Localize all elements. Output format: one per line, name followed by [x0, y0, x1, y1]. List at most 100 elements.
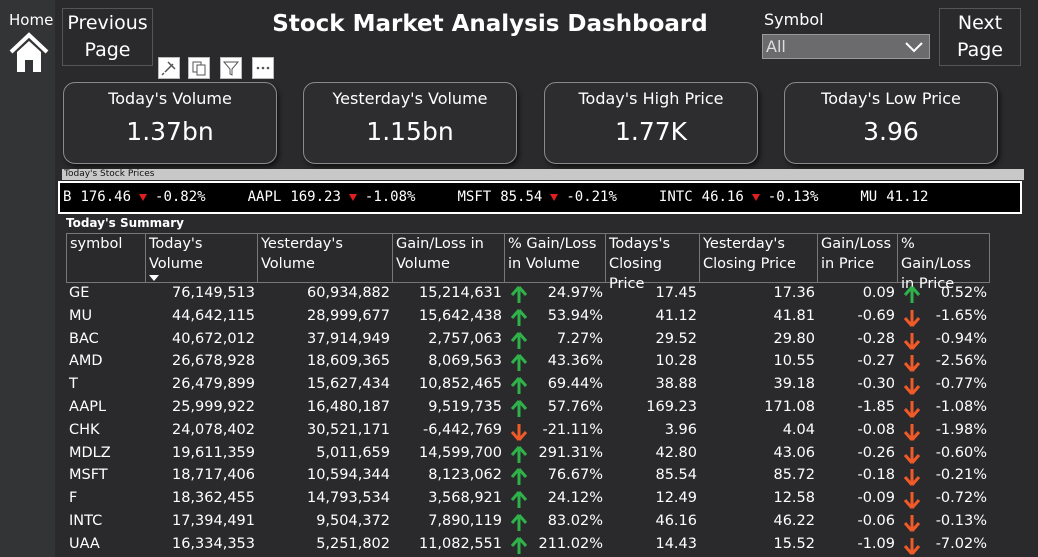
ticker-item: AAPL 169.23 -1.08%	[248, 189, 416, 205]
kpi-card: Yesterday's Volume 1.15bn	[303, 82, 517, 164]
ticker-title: Today's Stock Prices	[62, 169, 1024, 180]
table-cell: -2.56%	[935, 353, 987, 370]
ticker-item: INTC 46.16 -0.13%	[659, 189, 818, 205]
table-cell: 5,011,659	[316, 444, 390, 461]
kpi-card: Today's Low Price 3.96	[784, 82, 998, 164]
ticker-symbol: MU	[860, 189, 878, 205]
up-arrow	[510, 377, 528, 395]
table-cell: 0.09	[862, 285, 895, 301]
dropdown-chevron	[905, 42, 923, 53]
table-cell: 53.94%	[547, 307, 603, 324]
next-page-button[interactable]: Next Page	[939, 8, 1021, 66]
table-cell: -0.18	[857, 467, 895, 484]
table-cell: -0.27	[857, 353, 895, 370]
down-triangle	[550, 193, 559, 201]
ticker-item: B 176.46 -0.82%	[63, 189, 206, 205]
column-header[interactable]: Yesterday's Closing Price	[700, 233, 818, 283]
more-icon[interactable]	[252, 57, 274, 79]
table-cell: -0.77%	[935, 376, 987, 393]
kpi-value: 3.96	[863, 117, 919, 146]
table-cell: 0.52%	[940, 285, 987, 301]
ticker-price: 176.46	[80, 189, 132, 205]
table-cell: 15,642,438	[418, 307, 502, 324]
up-arrow	[510, 400, 528, 417]
down-arrow	[903, 355, 921, 373]
column-header[interactable]: symbol	[66, 233, 146, 283]
table-cell: 9,504,372	[316, 513, 390, 529]
table-cell: 69.44%	[547, 376, 603, 393]
table-cell: 43.06	[773, 444, 815, 461]
table-cell: -1.85	[857, 399, 895, 415]
table-cell: AAPL	[69, 399, 107, 415]
table-cell: T	[69, 376, 78, 393]
kpi-label: Today's Volume	[108, 89, 232, 108]
ticker: B 176.46 -0.82% AAPL 169.23 -1.08% MSFT 85.54 -0…	[58, 181, 1022, 214]
table-cell: 85.72	[773, 467, 815, 484]
ticker-item: MU 41.12	[860, 189, 928, 205]
ticker-item: MSFT 85.54 -0.21%	[457, 189, 616, 205]
home-label[interactable]: Home	[9, 11, 54, 29]
table-cell: 15.52	[773, 535, 815, 552]
table-cell: -0.94%	[935, 330, 987, 347]
table-cell: 60,934,882	[306, 285, 390, 301]
table-cell: -0.28	[857, 330, 895, 347]
table-cell: 15,214,631	[418, 285, 502, 301]
column-header[interactable]: Todays's Closing Price	[606, 233, 700, 292]
kpi-value: 1.37bn	[126, 117, 214, 146]
up-arrow	[510, 514, 528, 531]
table-cell: GE	[69, 285, 90, 301]
title: Stock Market Analysis Dashboard	[272, 11, 708, 37]
table-cell: -1.98%	[935, 421, 987, 438]
up-arrow	[510, 468, 528, 486]
table-cell: 4.04	[782, 421, 815, 438]
kpi-value: 1.77K	[614, 117, 688, 146]
table-cell: 171.08	[764, 399, 815, 415]
table-cell: BAC	[69, 330, 99, 347]
kpi-label: Yesterday's Volume	[332, 89, 488, 108]
table-cell: 18,717,406	[171, 467, 255, 484]
down-triangle	[139, 193, 148, 201]
table-cell: 10.55	[773, 353, 815, 370]
copy-icon[interactable]	[188, 57, 210, 79]
table-cell: -0.21%	[935, 467, 987, 484]
kpi-label: Today's High Price	[578, 89, 724, 108]
table-cell: AMD	[69, 353, 103, 370]
slicer-dropdown[interactable]: All	[762, 34, 930, 59]
column-header[interactable]: % Gain/Loss in Price	[898, 233, 990, 292]
column-header[interactable]: Today's Volume	[146, 233, 258, 283]
ticker-price: 169.23	[290, 189, 341, 205]
down-arrow	[903, 332, 921, 350]
column-header[interactable]: % Gain/Loss in Volume	[505, 233, 606, 283]
down-arrow	[903, 401, 921, 418]
table-cell: 8,123,062	[428, 467, 502, 484]
table-cell: 30,521,171	[306, 421, 390, 438]
table-cell: -0.08	[857, 421, 895, 438]
table-cell: 2,757,063	[428, 330, 502, 347]
table-cell: 26,479,899	[171, 376, 255, 393]
table-cell: 16,480,187	[306, 399, 390, 415]
ticker-price: 85.54	[500, 189, 543, 205]
table-cell: 76.67%	[547, 467, 603, 484]
symbol-slicer: Symbol All	[757, 8, 935, 64]
filter-icon[interactable]	[220, 57, 242, 79]
table-cell: INTC	[69, 513, 103, 529]
table-cell: 12.49	[655, 490, 697, 507]
table-cell: -7.02%	[935, 535, 987, 552]
previous-page-button[interactable]: Previous Page	[62, 8, 153, 66]
column-header[interactable]: Yesterday's Volume	[258, 233, 393, 283]
home-icon[interactable]	[8, 30, 50, 74]
table-cell: 18,362,455	[171, 490, 255, 507]
column-header[interactable]: Gain/Loss in Price	[818, 233, 898, 283]
up-arrow	[510, 354, 528, 372]
table-cell: 76,149,513	[171, 285, 255, 301]
side-nav: Home	[0, 0, 55, 557]
down-arrow	[903, 515, 921, 532]
table-cell: 83.02%	[547, 513, 603, 529]
pin-icon[interactable]	[158, 57, 180, 79]
table-cell: 17.36	[773, 285, 815, 301]
down-arrow	[903, 378, 921, 396]
column-header[interactable]: Gain/Loss in Volume	[393, 233, 505, 283]
table-cell: 16,334,353	[171, 535, 255, 552]
down-arrow	[903, 537, 921, 555]
up-arrow	[510, 286, 528, 303]
